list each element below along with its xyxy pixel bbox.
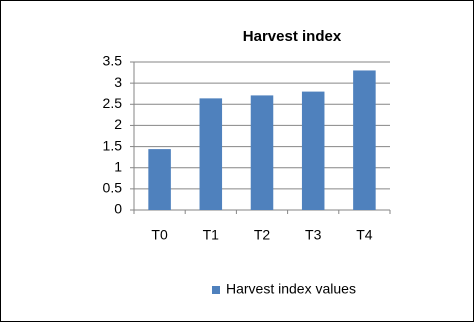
- bar: [199, 98, 223, 210]
- x-tick-label: T4: [356, 227, 373, 243]
- chart-title: Harvest index: [243, 28, 342, 45]
- legend-swatch: [212, 286, 220, 294]
- y-tick-label: 3: [114, 74, 122, 90]
- bar: [148, 149, 171, 210]
- x-tick-label: T0: [151, 227, 168, 243]
- y-tick-label: 0.5: [103, 180, 123, 196]
- y-tick-label: 3.5: [103, 53, 123, 69]
- x-tick-label: T2: [254, 227, 271, 243]
- y-tick-label: 2.5: [103, 95, 123, 111]
- y-tick-label: 1.5: [103, 137, 123, 153]
- y-tick-label: 2: [114, 116, 122, 132]
- x-tick-label: T3: [305, 227, 322, 243]
- y-tick-label: 0: [114, 201, 122, 217]
- y-tick-label: 1: [114, 158, 122, 174]
- bar: [353, 70, 376, 210]
- x-tick-label: T1: [203, 227, 220, 243]
- bar: [250, 95, 274, 210]
- legend-label: Harvest index values: [226, 281, 356, 297]
- bar: [301, 91, 325, 210]
